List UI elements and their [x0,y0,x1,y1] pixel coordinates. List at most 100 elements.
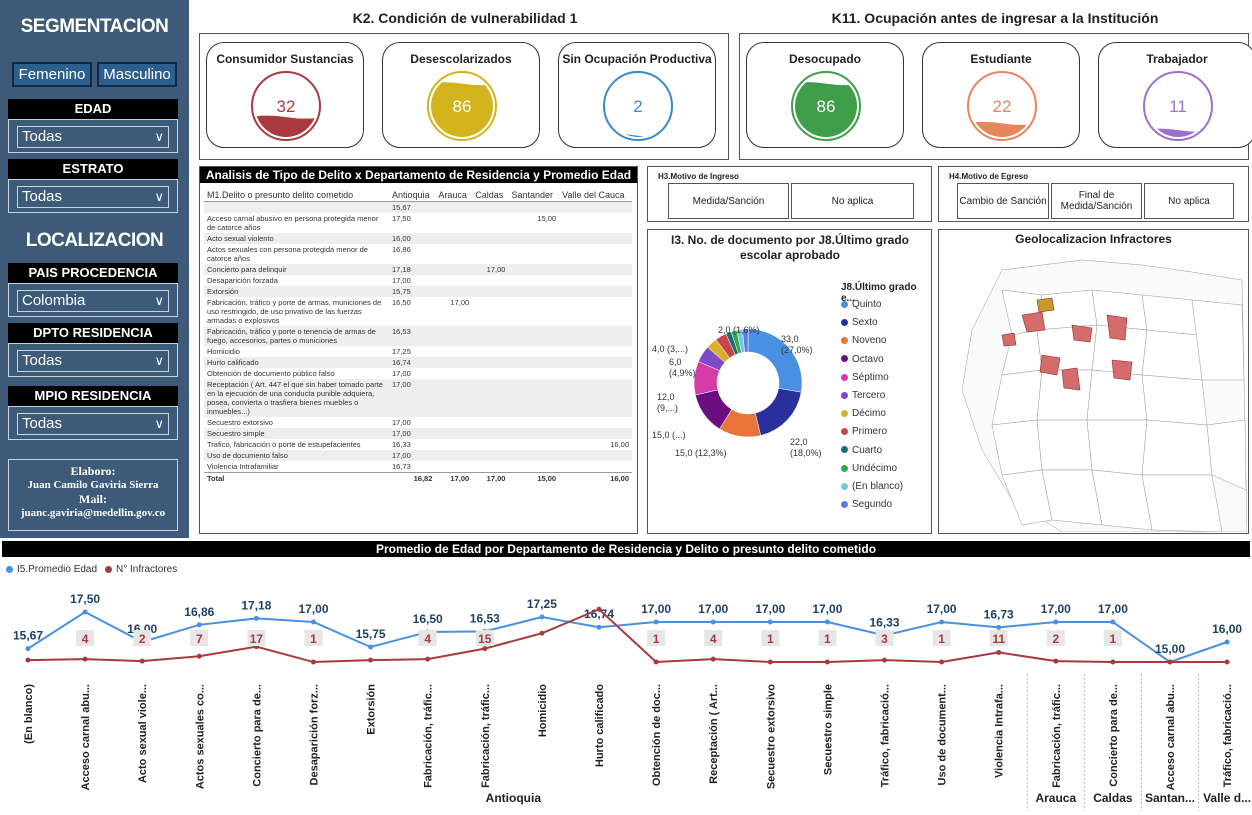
donut-legend-title: J8.Último grado e... [841,282,917,304]
segmentacion-title: SEGMENTACION [20,16,169,37]
table-row[interactable]: Acto sexual violento 16,00 [204,233,632,244]
data-label-bg [1046,630,1065,646]
table-title: Analisis de Tipo de Delito x Departament… [200,167,637,183]
donut-legend-item[interactable]: (En blanco) [841,481,903,492]
data-label-bg [475,630,494,646]
donut-legend-label: Cuarto [852,444,883,456]
legend-infractores[interactable]: N° Infractores [105,564,177,575]
line-chart-title: Promedio de Edad por Departamento de Res… [2,541,1250,557]
table-row[interactable]: Violencia Intrafamiliar 16,73 [207,462,411,471]
table-row[interactable]: Actos sexuales con persona protegida men… [207,245,411,263]
legend-dot-icon [841,300,848,308]
edad-dropdown[interactable]: Todas ∨ [17,126,169,148]
table-row[interactable]: Fabricación, tráfico y porte o tenencia … [204,326,632,346]
legend-promedio[interactable]: I5.Promedio Edad [6,564,97,575]
donut-legend-item[interactable]: Segundo [841,499,892,510]
delito-table: M1.Delito o presunto delito cometido Anti… [204,189,632,484]
chevron-down-icon: ∨ [154,129,164,144]
table-row[interactable]: Concierto para delinquir 17,18 17,00 [204,264,632,275]
pais-dropdown[interactable]: Colombia ∨ [17,290,169,312]
k11-card-0[interactable]: Desocupado 86 [746,42,904,148]
table-row[interactable]: Uso de documento falso 17,00 [204,450,632,461]
donut-legend-item[interactable]: Cuarto [841,445,882,456]
h4-option-final[interactable]: Final de Medida/Sanción [1051,183,1142,219]
estrato-dropdown[interactable]: Todas ∨ [17,186,169,208]
data-point [996,649,1002,655]
credit-title: Elaboro: [70,464,116,478]
k11-card-1[interactable]: Estudiante 22 [922,42,1080,148]
donut-data-label: 33,0 (27,0%) [781,334,813,355]
table-total-row: Total 16,82 17,00 17,00 15,00 16,00 [204,472,632,484]
donut-legend-item[interactable]: Décimo [841,408,886,419]
legend-dot-icon [841,355,848,363]
data-label: 17,00 [812,602,842,616]
table-row[interactable]: Hurto calificado 16,74 [204,357,632,368]
k2-card-1[interactable]: Desescolarizados 86 [382,42,540,148]
donut-legend-item[interactable]: Tercero [841,390,885,401]
x-tick-label: Actos sexuales co... [194,684,206,789]
donut-legend-item[interactable]: Sexto [841,317,878,328]
k2-card-label: Sin Ocupación Productiva [562,52,712,66]
gauge-fill [971,121,1033,137]
liquid-gauge: 22 [967,71,1037,141]
x-tick-label: Tráfico, fabricació... [1222,684,1234,787]
donut-legend-item[interactable]: Quinto [841,299,881,310]
donut-legend-item[interactable]: Undécimo [841,463,897,474]
data-point [710,619,716,625]
donut-slice-sexto [754,388,802,436]
estrato-value: Todas [22,188,63,205]
donut-slice-segundo [742,328,749,353]
table-scroll[interactable]: M1.Delito o presunto delito cometido Anti… [204,189,632,529]
table-row[interactable]: Obtención de documento público falso 17,0… [207,369,411,378]
table-row[interactable]: Receptación ( Art. 447 el que sin haber … [204,379,632,417]
data-point [1110,659,1116,665]
k2-card-0[interactable]: Consumidor Sustancias 32 [206,42,364,148]
k2-card-value: 86 [453,97,472,116]
dpto-dropdown[interactable]: Todas ∨ [17,350,169,372]
donut-legend-item[interactable]: Noveno [841,335,886,346]
donut-legend-item[interactable]: Séptimo [841,372,889,383]
table-row[interactable]: Fabricación, tráfico y porte de armas, m… [207,298,470,325]
mpio-dropdown[interactable]: Todas ∨ [17,413,169,435]
donut-legend-label: Décimo [852,408,886,420]
data-point [196,653,202,659]
donut-legend-item[interactable]: Primero [841,426,887,437]
data-point [196,622,202,628]
geolocation-map[interactable] [942,250,1247,532]
k2-card-2[interactable]: Sin Ocupación Productiva 2 [558,42,716,148]
dpto-filter: Todas ∨ [8,343,178,377]
map-title: Geolocalizacion Infractores [1015,232,1172,246]
data-label: 17,00 [641,602,671,616]
data-label-bg [647,630,666,646]
donut-legend-item[interactable]: Octavo [841,354,884,365]
femenino-button[interactable]: Femenino [12,62,92,87]
table-row[interactable]: Trafico, fabricación o porte de estupefa… [207,440,629,449]
data-point [824,659,830,665]
h4-option-cambio[interactable]: Cambio de Sanción [957,183,1049,219]
data-label-bg [304,630,323,646]
k2-card-value: 32 [277,97,296,116]
table-row[interactable]: 15,67 [204,201,632,213]
table-row[interactable]: Acceso carnal abusivo en persona protegi… [207,214,557,232]
legend-infractores-label: N° Infractores [116,564,178,575]
legend-dot-icon [105,565,112,573]
data-point [1053,619,1059,625]
table-row[interactable]: Secuestro extorsivo 17,00 [207,418,411,427]
table-row[interactable]: Desaparición forzada 17,00 [207,276,411,285]
h3-option-noaplica[interactable]: No aplica [791,183,914,219]
liquid-gauge: 11 [1143,71,1213,141]
data-point [425,656,431,662]
donut-legend-label: Primero [852,426,888,438]
table-row[interactable]: Homicidio 17,25 [207,347,411,356]
masculino-button[interactable]: Masculino [97,62,177,87]
donut-chart: 33,0 (27,0%) 22,0 (18,0%) 15,0 (12,3%) 15,0 (… [652,325,822,458]
data-point [1224,659,1230,665]
data-label: 15,00 [1155,642,1185,656]
h3-option-medida[interactable]: Medida/Sanción [668,183,789,219]
k11-card-2[interactable]: Trabajador 11 [1098,42,1252,148]
k11-title: K11. Ocupación antes de ingresar a la In… [831,10,1159,26]
table-row[interactable]: Secuestro simple 17,00 [204,428,632,439]
h4-option-noaplica[interactable]: No aplica [1144,183,1234,219]
data-point [596,624,602,630]
table-row[interactable]: Extorsión 15,75 [204,286,632,297]
